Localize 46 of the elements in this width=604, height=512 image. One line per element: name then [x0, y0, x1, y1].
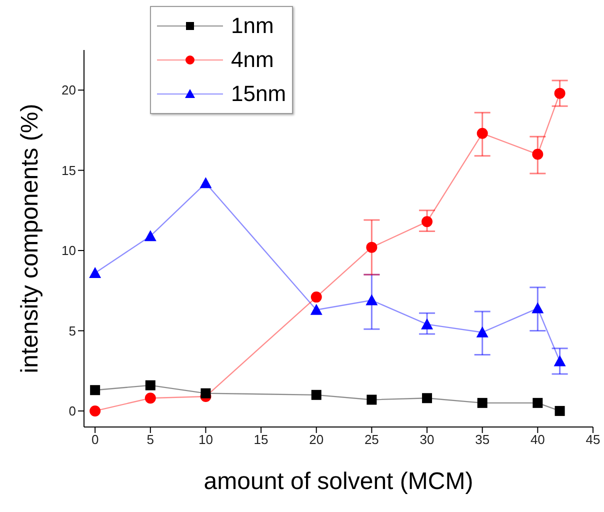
point — [532, 398, 543, 408]
point — [89, 266, 102, 278]
y-tick-label: 0 — [68, 404, 76, 419]
x-axis-title: amount of solvent (MCM) — [204, 468, 474, 495]
x-tick-label: 10 — [198, 432, 213, 448]
point — [366, 394, 377, 405]
point — [422, 216, 433, 228]
legend-label: 15nm — [231, 81, 286, 107]
point — [311, 390, 322, 400]
legend-label: 1nm — [231, 13, 274, 39]
point — [366, 242, 378, 253]
point — [554, 355, 566, 366]
point — [310, 304, 322, 315]
point — [200, 177, 212, 188]
x-tick-label: 20 — [309, 432, 324, 448]
x-tick-label: 35 — [475, 432, 490, 448]
legend-label: 4nm — [231, 47, 274, 73]
x-tick-label: 5 — [146, 432, 154, 448]
point — [310, 292, 322, 303]
point — [477, 398, 488, 408]
point — [145, 380, 156, 390]
point — [476, 128, 488, 139]
x-tick-label: 40 — [530, 432, 545, 448]
point — [144, 392, 156, 404]
x-tick-label: 30 — [420, 432, 434, 448]
point — [421, 318, 434, 330]
y-tick-label: 15 — [62, 162, 76, 178]
point — [532, 302, 544, 314]
point — [422, 393, 432, 404]
x-tick-label: 25 — [364, 432, 379, 448]
point — [554, 406, 565, 416]
y-axis-title: intensity components (%) — [16, 104, 44, 374]
y-tick-label: 5 — [68, 323, 76, 338]
point — [90, 405, 101, 416]
point — [554, 88, 566, 99]
x-tick-label: 15 — [254, 432, 268, 448]
point — [366, 294, 378, 306]
point — [476, 326, 488, 338]
y-tick-label: 10 — [62, 243, 76, 258]
x-tick-label: 45 — [586, 432, 600, 448]
point — [90, 385, 100, 396]
point — [200, 388, 211, 398]
point — [532, 148, 544, 160]
y-tick-label: 20 — [62, 82, 76, 98]
x-tick-label: 0 — [91, 432, 99, 448]
point — [144, 230, 156, 242]
